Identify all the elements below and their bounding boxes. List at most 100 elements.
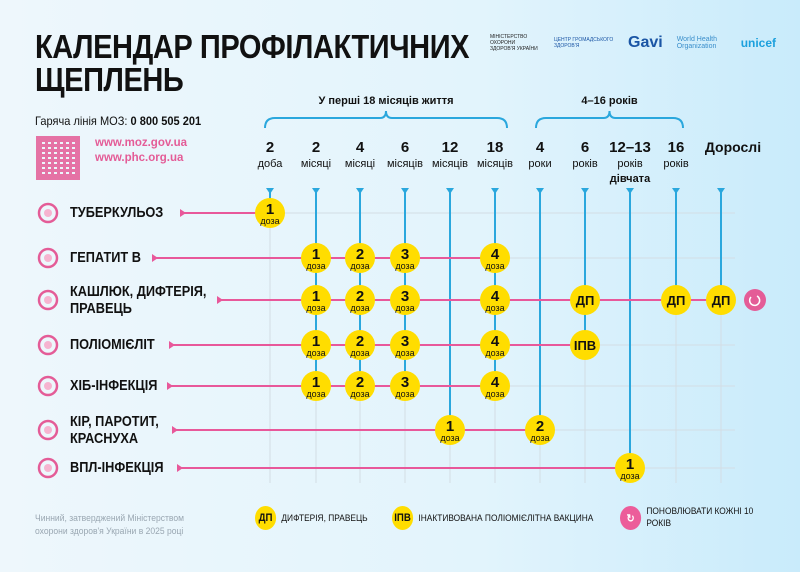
dose-word: доза [395,303,414,313]
dose-badge [570,285,600,315]
dose-number: 4 [491,374,500,391]
column-marker-icon [626,188,634,194]
virus-icon [37,247,59,269]
dose-circle [480,243,510,273]
dose-badge [525,415,555,445]
url-phc[interactable]: www.phc.org.ua [95,152,184,164]
virus-icon [37,375,59,397]
dose-circle [480,330,510,360]
dose-number: 1 [266,201,274,218]
dose-circle [301,243,331,273]
partner-logos: МІНІСТЕРСТВО ОХОРОНИ ЗДОРОВ'Я УКРАЇНИ ЦЕ… [490,34,776,52]
legend-ipv: ІПВ ІНАКТИВОВАНА ПОЛІОМІЄЛІТНА ВАКЦИНА [392,506,593,530]
virus-core-icon [44,426,52,434]
column-header-6: 4 [536,139,545,156]
refresh-icon: ↻ [620,506,642,530]
dose-circle [390,243,420,273]
dose-circle [480,285,510,315]
dose-word: доза [260,216,279,226]
dose-badge [661,285,691,315]
dose-number: 1 [446,418,454,435]
dose-circle [435,415,465,445]
dose-badge [301,330,331,360]
disease-label: ХІБ-ІНФЕКЦІЯ [70,377,158,394]
column-header-3: 6 [401,139,409,156]
dose-code: ДП [667,293,686,308]
hotline-number[interactable]: 0 800 505 201 [130,114,202,128]
dose-word: доза [306,261,325,271]
row-marker-icon [172,426,178,434]
dose-circle [570,330,600,360]
dose-circle [525,415,555,445]
dose-circle [570,285,600,315]
column-marker-icon [356,188,364,194]
column-unit-5: місяців [477,158,513,170]
disease-label: КІР, ПАРОТИТ, КРАСНУХА [70,413,159,447]
column-marker-icon [672,188,680,194]
dose-number: 2 [356,374,364,391]
dose-word: доза [306,348,325,358]
column-unit-3: місяців [387,158,423,170]
dose-badge [480,243,510,273]
dose-word: доза [350,348,369,358]
row-marker-icon [167,382,173,390]
column-header-5: 18 [487,139,504,156]
column-unit-6: роки [528,158,551,170]
dose-badge [345,371,375,401]
dose-code: ДП [712,293,731,308]
logo-phc: ЦЕНТР ГРОМАДСЬКОГО ЗДОРОВ'Я [554,37,614,49]
dose-circle [301,330,331,360]
dose-badge [480,371,510,401]
dose-number: 1 [312,374,320,391]
dose-word: доза [485,261,504,271]
dose-circle [706,285,736,315]
dose-number: 1 [312,288,320,305]
virus-icon [37,202,59,224]
column-header-9: 16 [668,139,685,156]
dose-word: доза [350,261,369,271]
logo-unicef: unicef [740,36,777,50]
dose-badge [301,371,331,401]
dose-code: ДП [576,293,595,308]
dose-number: 4 [491,288,500,305]
dose-badge [345,243,375,273]
disease-label: КАШЛЮК, ДИФТЕРІЯ, ПРАВЕЦЬ [70,283,207,317]
column-header-8: 12–13 [609,139,651,156]
dose-word: доза [306,389,325,399]
dose-circle [345,243,375,273]
column-unit-8: років [617,158,642,170]
dose-number: 4 [491,246,500,263]
row-marker-icon [217,296,223,304]
column-marker-icon [536,188,544,194]
dose-badge [390,330,420,360]
dose-number: 2 [356,288,364,305]
qr-code[interactable] [36,136,80,180]
legend-renew: ↻ ПОНОВЛЮВАТИ КОЖНІ 10 РОКІВ [620,506,761,530]
disease-icon-3 [37,334,59,356]
dose-badge [301,243,331,273]
group-child-brace [535,110,684,129]
group-infant-label: У перші 18 місяців життя [318,95,453,107]
dose-badge [435,415,465,445]
dose-circle [615,453,645,483]
dose-code: ІПВ [574,338,596,353]
dose-word: доза [620,471,639,481]
disease-icon-5 [37,419,59,441]
virus-core-icon [44,209,52,217]
dose-circle [390,330,420,360]
dose-circle [661,285,691,315]
url-moz[interactable]: www.moz.gov.ua [95,137,188,149]
dose-number: 2 [356,246,364,263]
dose-word: доза [530,433,549,443]
dose-badge [390,371,420,401]
column-unit-7: років [572,158,597,170]
dose-number: 3 [401,288,409,305]
virus-core-icon [44,464,52,472]
column-unit-0: доба [258,158,284,170]
column-unit-1: місяці [301,158,331,170]
virus-icon [37,457,59,479]
dose-number: 4 [491,333,500,350]
dose-word: доза [395,389,414,399]
column-unit-2: місяці [345,158,375,170]
